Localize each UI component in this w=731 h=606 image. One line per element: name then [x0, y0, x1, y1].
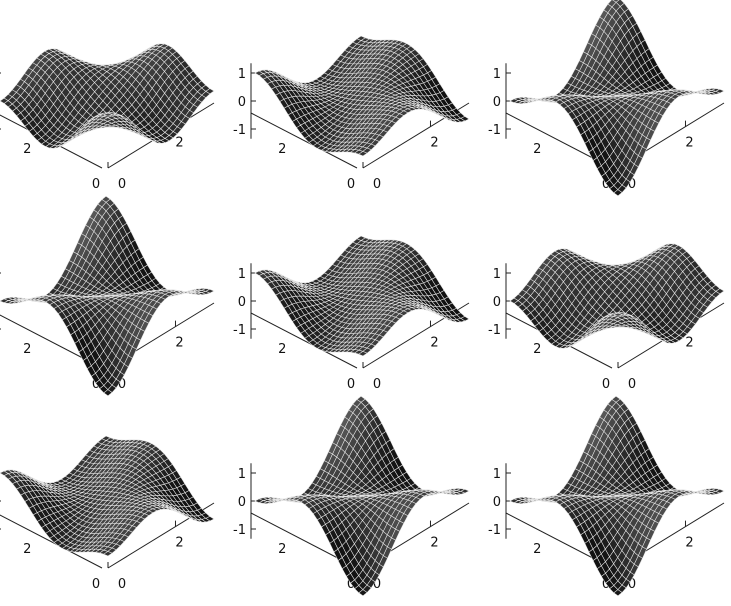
- y-tick-label: 0: [347, 377, 355, 392]
- x-tick-label: 2: [175, 336, 183, 351]
- surface-panel-2: 1 0 -1 0 2 0 2: [233, 35, 470, 192]
- surface-mesh: [0, 195, 215, 397]
- x-tick-label: 2: [175, 136, 183, 151]
- z-tick-label: 1: [238, 467, 246, 482]
- y-tick-label: 0: [92, 577, 100, 592]
- y-tick-label: 0: [602, 377, 610, 392]
- z-tick-label: 0: [238, 295, 246, 310]
- z-tick-label: 0: [493, 95, 501, 110]
- x-tick-label: 0: [118, 577, 126, 592]
- surface-mesh: [254, 35, 470, 157]
- z-tick-label: 1: [238, 267, 246, 282]
- surface-mesh: [509, 243, 725, 349]
- x-tick-label: 2: [430, 336, 438, 351]
- y-tick-label: 0: [92, 177, 100, 192]
- y-tick-label: 2: [23, 142, 31, 157]
- y-tick-label: 0: [347, 177, 355, 192]
- surface-mesh: [0, 43, 215, 149]
- z-tick-label: -1: [233, 523, 246, 538]
- y-tick-label: 2: [278, 142, 286, 157]
- surface-panel-5: 1 0 -1 0 2 0 2: [233, 235, 470, 392]
- x-tick-label: 2: [430, 136, 438, 151]
- z-tick-label: -1: [233, 123, 246, 138]
- x-tick-label: 0: [628, 377, 636, 392]
- y-axis-line: [250, 112, 358, 169]
- surface-mesh: [254, 395, 470, 597]
- z-tick-label: 0: [238, 95, 246, 110]
- y-tick-label: 2: [533, 342, 541, 357]
- z-tick-label: -1: [488, 123, 501, 138]
- z-tick-label: 1: [493, 267, 501, 282]
- surface-mesh: [509, 0, 725, 197]
- y-tick-label: 2: [278, 542, 286, 557]
- surface-cell: [103, 112, 113, 117]
- y-tick-label: 2: [533, 142, 541, 157]
- z-tick-label: -1: [488, 323, 501, 338]
- z-tick-label: 0: [238, 495, 246, 510]
- x-tick-label: 2: [430, 536, 438, 551]
- y-tick-label: 2: [278, 342, 286, 357]
- x-tick-label: 2: [175, 536, 183, 551]
- z-tick-label: 1: [493, 67, 501, 82]
- x-tick-label: 2: [685, 336, 693, 351]
- z-tick-label: 0: [493, 295, 501, 310]
- z-tick-label: -1: [233, 323, 246, 338]
- y-tick-label: 2: [23, 342, 31, 357]
- x-tick-label: 0: [373, 177, 381, 192]
- y-tick-label: 2: [23, 542, 31, 557]
- surface-panel-6: 1 0 -1 0 2 0 2: [488, 243, 725, 392]
- x-tick-label: 0: [373, 377, 381, 392]
- z-tick-label: 1: [238, 67, 246, 82]
- x-tick-label: 0: [118, 177, 126, 192]
- x-tick-label: 2: [685, 136, 693, 151]
